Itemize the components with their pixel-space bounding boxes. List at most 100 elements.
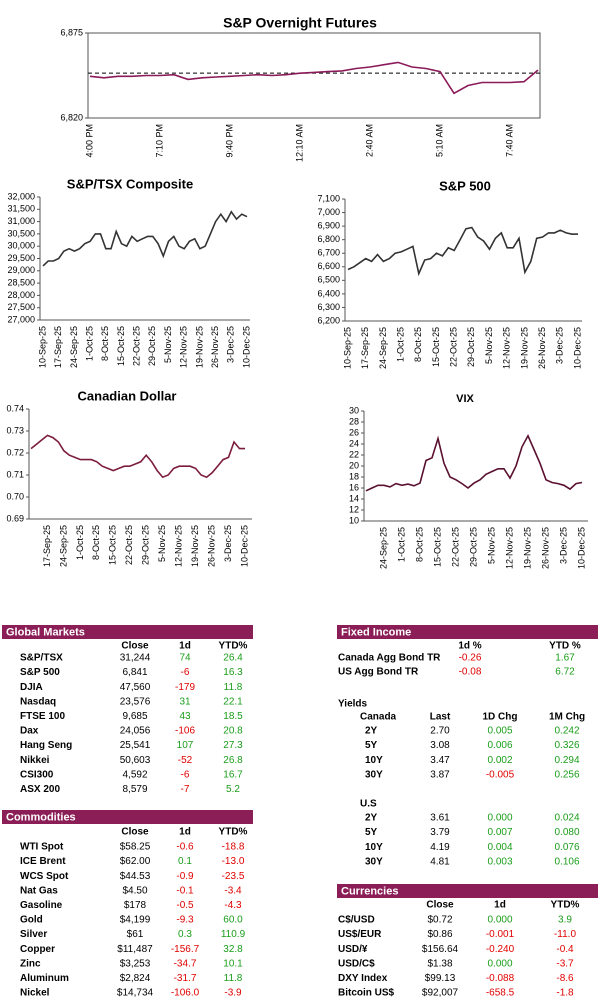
- row-label: 5Y: [365, 827, 378, 838]
- x-tick-label: 26-Nov-25: [540, 527, 550, 569]
- y-tick-label: 31,000: [7, 216, 35, 226]
- cell-value: 0.007: [487, 827, 512, 838]
- cell-value: -34.7: [174, 958, 197, 969]
- y-tick-label: 6,300: [317, 302, 340, 312]
- cell-value: -658.5: [486, 988, 515, 999]
- cell-value: 27.3: [223, 740, 243, 751]
- x-tick-label: 19-Nov-25: [519, 327, 529, 369]
- cell-value: -0.6: [176, 842, 194, 853]
- cell-value: -3.4: [224, 885, 242, 896]
- row-label: C$/USD: [338, 915, 375, 926]
- cell-value: $61: [127, 929, 144, 940]
- cell-value: 0.3: [178, 929, 192, 940]
- x-tick-label: 3-Dec-25: [223, 525, 233, 562]
- column-header: 1d: [179, 641, 191, 652]
- cell-value: -179: [175, 682, 195, 693]
- row-label: 2Y: [365, 726, 378, 737]
- x-tick-label: 26-Nov-25: [206, 525, 216, 567]
- cell-value: 0.294: [554, 755, 579, 766]
- cell-value: $2,824: [120, 973, 151, 984]
- row-label: DJIA: [20, 682, 43, 693]
- cell-value: 0.076: [554, 842, 579, 853]
- column-header: YTD%: [219, 827, 248, 838]
- cell-value: -156.7: [171, 944, 200, 955]
- cell-value: 8,579: [122, 784, 147, 795]
- cell-value: -0.4: [556, 944, 574, 955]
- y-tick-label: 28,500: [7, 277, 35, 287]
- cell-value: 4,592: [122, 769, 147, 780]
- row-label: S&P/TSX: [20, 653, 63, 664]
- row-label: Dax: [20, 726, 39, 737]
- y-tick-label: 7,100: [317, 193, 340, 203]
- row-label: DXY Index: [338, 973, 388, 984]
- x-tick-label: 10-Dec-25: [239, 525, 249, 567]
- y-tick-label: 0.69: [6, 513, 24, 523]
- x-tick-label: 8-Oct-25: [91, 525, 101, 560]
- row-label: 2Y: [365, 813, 378, 824]
- row-label: Canada Agg Bond TR: [338, 653, 441, 664]
- cell-value: 26.4: [223, 653, 243, 664]
- row-label: S&P 500: [20, 667, 60, 678]
- cell-value: 16.3: [223, 667, 243, 678]
- row-label: 30Y: [365, 856, 383, 867]
- x-tick-label: 1-Oct-25: [396, 527, 406, 562]
- x-tick-label: 22-Oct-25: [449, 327, 459, 367]
- row-label: Aluminum: [20, 973, 69, 984]
- section-title: Global Markets: [6, 626, 85, 638]
- x-tick-label: 12-Nov-25: [502, 327, 512, 369]
- plot-frame: [87, 32, 541, 119]
- price-line: [42, 210, 248, 267]
- cell-value: -13.0: [222, 856, 245, 867]
- row-label: 10Y: [365, 755, 383, 766]
- cell-value: 0.106: [554, 856, 579, 867]
- cell-value: -52: [178, 755, 193, 766]
- section-title: Fixed Income: [341, 626, 411, 638]
- cell-value: 24,056: [120, 726, 151, 737]
- cell-value: $4,199: [120, 915, 151, 926]
- row-label: USD/¥: [338, 944, 368, 955]
- y-tick-label: 6,400: [317, 288, 340, 298]
- cell-value: $58.25: [120, 842, 151, 853]
- cell-value: 74: [179, 653, 191, 664]
- x-tick-label: 22-Oct-25: [124, 525, 134, 565]
- cell-value: 26.8: [223, 755, 243, 766]
- column-header: 1d %: [458, 641, 481, 652]
- cell-value: -106.0: [171, 988, 200, 999]
- price-line: [365, 433, 583, 492]
- x-tick-label: 10-Sep-25: [342, 327, 352, 369]
- x-tick-label: 29-Oct-25: [141, 525, 151, 565]
- section-header-bar: [337, 625, 598, 639]
- cell-value: 4.19: [430, 842, 450, 853]
- chart-title: S&P Overnight Futures: [223, 15, 377, 31]
- cell-value: 0.024: [554, 813, 579, 824]
- cell-value: -7: [181, 784, 190, 795]
- x-tick-label: 3-Dec-25: [558, 527, 568, 564]
- x-tick-label: 29-Oct-25: [468, 527, 478, 567]
- cell-value: 107: [177, 740, 194, 751]
- cell-value: 4.81: [430, 856, 450, 867]
- cell-value: 11.8: [224, 973, 243, 984]
- x-tick-label: 7:40 AM: [504, 124, 514, 157]
- row-label: USD/C$: [338, 958, 375, 969]
- cell-value: 0.002: [487, 755, 512, 766]
- row-label: Nikkei: [20, 755, 50, 766]
- cell-value: 25,541: [120, 740, 151, 751]
- cell-value: -3.7: [556, 958, 574, 969]
- x-tick-label: 17-Sep-25: [53, 326, 63, 368]
- cell-value: $156.64: [422, 944, 459, 955]
- x-tick-label: 12-Nov-25: [174, 525, 184, 567]
- x-tick-label: 12-Nov-25: [504, 527, 514, 569]
- section-title: Commodities: [6, 811, 76, 823]
- cell-value: 3.61: [430, 813, 450, 824]
- x-tick-label: 24-Sep-25: [69, 326, 79, 368]
- cell-value: -0.08: [459, 667, 482, 678]
- column-header: Last: [430, 712, 451, 723]
- y-tick-label: 29,000: [7, 265, 35, 275]
- section-title: Currencies: [341, 885, 398, 897]
- x-tick-label: 9:40 PM: [224, 124, 234, 158]
- y-tick-label: 28,000: [7, 290, 35, 300]
- cell-value: $3,253: [120, 958, 151, 969]
- cell-value: -0.9: [176, 871, 194, 882]
- cell-value: 9,685: [122, 711, 147, 722]
